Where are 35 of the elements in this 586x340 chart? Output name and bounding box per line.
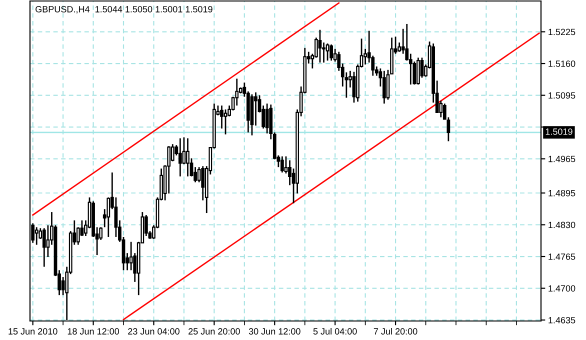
y-tick-label: 1.4965 <box>548 156 576 162</box>
candlestick <box>254 92 258 126</box>
candlestick <box>178 138 182 178</box>
candlestick <box>284 156 288 174</box>
x-tick-label: 23 Jun 04:00 <box>128 328 180 335</box>
y-tick-label: 1.4700 <box>548 285 576 292</box>
candlestick <box>326 42 330 62</box>
x-tick-label: 25 Jun 20:00 <box>188 328 240 335</box>
candlestick <box>330 44 333 62</box>
candlestick <box>280 156 284 174</box>
y-tick-label: 1.5225 <box>548 28 576 36</box>
y-tick-label: 1.5160 <box>548 60 576 67</box>
candlestick <box>186 138 190 178</box>
x-tick-label: 30 Jun 12:00 <box>248 328 300 335</box>
candlestick <box>416 56 420 86</box>
x-tick-label: 18 Jun 12:00 <box>68 328 120 335</box>
candlestick <box>382 70 386 104</box>
chart-title: GBPUSD.,H4 1.5044 1.5050 1.5001 1.5019 <box>36 6 212 14</box>
candlestick <box>201 165 205 202</box>
candlestick <box>318 29 322 64</box>
candlestick <box>235 78 239 106</box>
y-tick-label: 1.4635 <box>548 316 576 324</box>
candlestick <box>265 102 269 134</box>
x-tick-label: 5 Jul 04:00 <box>313 328 357 335</box>
candlestick <box>129 241 133 271</box>
candlestick <box>224 108 228 136</box>
y-tick-label: 1.4765 <box>548 253 576 260</box>
ref-line-label: 1.5019 <box>546 128 572 135</box>
x-tick-label: 15 Jun 2010 <box>8 328 58 335</box>
candlestick <box>42 227 46 268</box>
y-tick-label: 1.4895 <box>548 190 576 196</box>
x-tick-label: 7 Jul 20:00 <box>374 328 418 335</box>
y-tick-label: 1.5095 <box>548 92 576 99</box>
candlestick <box>34 226 38 246</box>
y-tick-label: 1.4830 <box>548 222 576 228</box>
